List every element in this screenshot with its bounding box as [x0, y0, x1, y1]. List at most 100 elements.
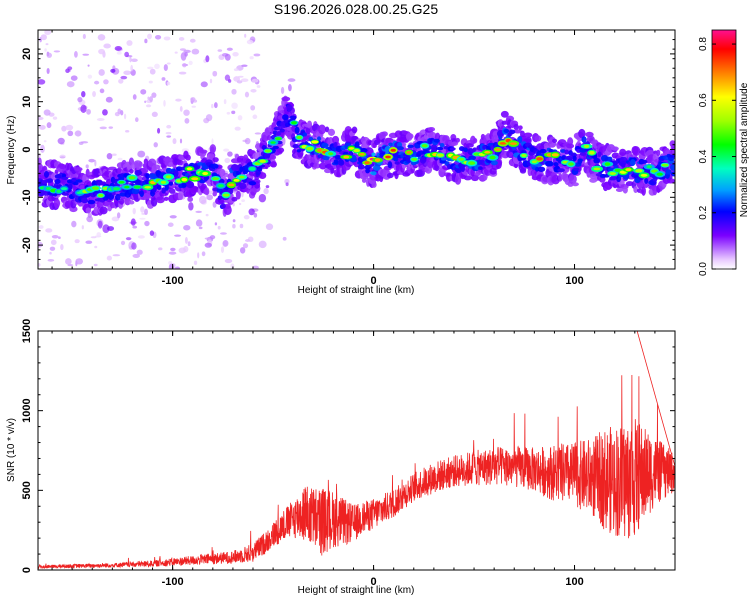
- ridge-core: [156, 185, 162, 190]
- ridge-peak: [635, 169, 643, 173]
- noise-blob: [287, 78, 296, 82]
- ridge-core: [387, 161, 393, 169]
- noise-blob: [94, 245, 98, 249]
- noise-blob: [180, 52, 187, 61]
- noise-blob: [250, 88, 257, 93]
- noise-blob: [132, 253, 141, 259]
- noise-blob: [167, 222, 174, 227]
- ridge-peak: [509, 142, 518, 145]
- ridge-peak: [181, 177, 188, 182]
- noise-blob: [224, 258, 233, 264]
- ridge-peak: [259, 159, 266, 163]
- ridge-halo: [567, 137, 574, 146]
- ridge-halo: [622, 186, 628, 194]
- noise-blob: [132, 207, 136, 215]
- ridge-core: [609, 176, 617, 181]
- ridge-halo: [276, 147, 285, 154]
- noise-blob: [80, 104, 87, 114]
- noise-blob: [102, 224, 110, 233]
- noise-blob: [231, 110, 236, 115]
- ridge-peak: [202, 171, 209, 176]
- noise-blob: [38, 225, 44, 229]
- y-tick-label: 1000: [21, 398, 33, 422]
- snr-ylabel: SNR (10 * v/v): [6, 418, 17, 482]
- ridge-halo: [231, 196, 238, 202]
- noise-blob: [223, 99, 227, 105]
- noise-blob: [174, 266, 180, 269]
- x-tick-label: 100: [565, 275, 583, 287]
- ridge-halo: [69, 206, 78, 213]
- noise-blob: [154, 63, 160, 70]
- ridge-peak: [604, 162, 611, 166]
- x-tick-label: 0: [371, 275, 377, 287]
- noise-blob: [120, 240, 126, 246]
- x-tick-label: 100: [565, 576, 583, 588]
- noise-blob: [98, 69, 105, 76]
- ridge-halo: [212, 157, 219, 163]
- ridge-peak: [343, 155, 350, 159]
- noise-blob: [179, 138, 183, 144]
- noise-blob: [217, 49, 223, 52]
- noise-blob: [74, 50, 78, 58]
- noise-blob: [195, 210, 203, 213]
- ridge-core: [168, 181, 174, 186]
- ridge-core: [87, 199, 96, 205]
- ridge-core: [54, 178, 61, 185]
- ridge-core: [203, 176, 209, 182]
- y-tick-label: 10: [21, 96, 33, 108]
- noise-blob: [208, 190, 213, 195]
- ridge-halo: [568, 174, 577, 185]
- noise-blob: [237, 115, 243, 121]
- noise-blob: [144, 208, 148, 215]
- noise-blob: [211, 103, 214, 109]
- noise-blob: [228, 79, 232, 83]
- y-tick-label: 20: [21, 48, 33, 60]
- noise-blob: [96, 118, 105, 121]
- ridge-peak: [348, 147, 355, 150]
- ridge-halo: [177, 191, 184, 201]
- noise-blob: [137, 150, 146, 158]
- ridge-peak: [248, 166, 256, 171]
- noise-blob: [53, 50, 61, 53]
- ridge-halo: [656, 149, 661, 157]
- ridge-core: [460, 164, 465, 173]
- noise-blob: [166, 62, 171, 65]
- noise-blob: [94, 159, 97, 167]
- noise-blob: [204, 242, 212, 248]
- noise-blob: [102, 109, 108, 116]
- noise-blob: [87, 74, 93, 79]
- ridge-halo: [199, 149, 208, 154]
- noise-blob: [214, 222, 218, 226]
- ridge-peak: [385, 155, 391, 159]
- noise-blob: [110, 68, 116, 73]
- y-tick-label: -20: [21, 237, 33, 253]
- ridge-halo: [266, 135, 272, 141]
- noise-blob: [254, 132, 262, 135]
- x-tick-label: -100: [162, 275, 184, 287]
- ridge-halo: [466, 143, 474, 148]
- noise-blob: [200, 81, 208, 88]
- noise-blob: [188, 202, 194, 211]
- ridge-peak: [588, 150, 595, 155]
- ridge-halo: [163, 196, 169, 201]
- ridge-core: [230, 164, 239, 171]
- noise-blob: [149, 68, 156, 75]
- noise-blob: [46, 52, 52, 58]
- noise-blob: [38, 263, 41, 267]
- ridge-core: [217, 195, 223, 201]
- noise-blob: [178, 247, 187, 254]
- ridge-core: [181, 182, 187, 188]
- ridge-halo: [427, 126, 436, 132]
- ridge-peak: [646, 165, 652, 169]
- ridge-core: [292, 143, 299, 149]
- colorbar-tick-label: 0.0: [698, 262, 709, 276]
- ridge-core: [458, 146, 465, 152]
- ridge-core: [608, 156, 613, 162]
- ridge-core: [220, 203, 226, 209]
- ridge-core: [477, 166, 483, 170]
- noise-blob: [46, 67, 50, 74]
- noise-blob: [88, 158, 96, 163]
- ridge-peak: [274, 137, 282, 141]
- ridge-peak: [494, 148, 501, 151]
- noise-blob: [233, 68, 239, 72]
